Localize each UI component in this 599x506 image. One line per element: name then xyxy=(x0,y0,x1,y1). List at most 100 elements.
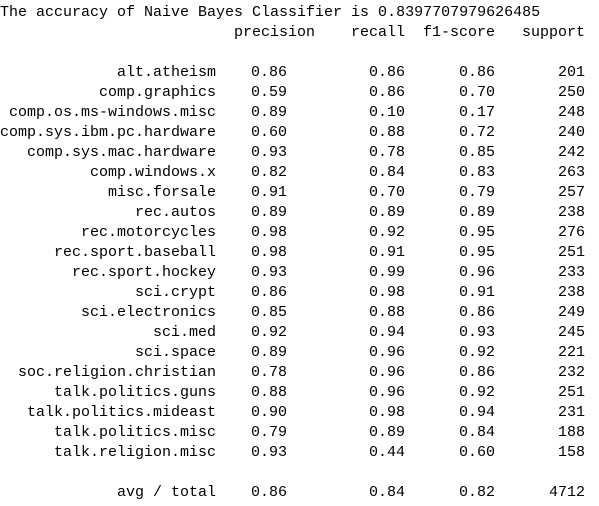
support: 221 xyxy=(558,344,585,361)
class-label: comp.graphics xyxy=(99,84,216,101)
f1-score: 0.60 xyxy=(459,444,495,461)
support: 231 xyxy=(558,404,585,421)
recall: 0.86 xyxy=(369,64,405,81)
class-label: talk.politics.guns xyxy=(54,384,216,401)
recall: 0.98 xyxy=(369,284,405,301)
recall: 0.96 xyxy=(369,344,405,361)
f1-score: 0.92 xyxy=(459,344,495,361)
class-label: soc.religion.christian xyxy=(18,364,216,381)
precision: 0.79 xyxy=(251,424,287,441)
precision: 0.89 xyxy=(251,104,287,121)
total-f1-score: 0.82 xyxy=(459,484,495,501)
precision: 0.86 xyxy=(251,64,287,81)
precision: 0.78 xyxy=(251,364,287,381)
support: 251 xyxy=(558,244,585,261)
precision: 0.93 xyxy=(251,144,287,161)
precision: 0.90 xyxy=(251,404,287,421)
precision: 0.88 xyxy=(251,384,287,401)
support: 233 xyxy=(558,264,585,281)
total-class-label: avg / total xyxy=(117,484,216,501)
recall: 0.96 xyxy=(369,364,405,381)
precision: 0.91 xyxy=(251,184,287,201)
f1-score: 0.70 xyxy=(459,84,495,101)
total-support: 4712 xyxy=(549,484,585,501)
support: 245 xyxy=(558,324,585,341)
recall: 0.89 xyxy=(369,424,405,441)
class-label: sci.electronics xyxy=(81,304,216,321)
recall: 0.88 xyxy=(369,304,405,321)
precision: 0.59 xyxy=(251,84,287,101)
support: 240 xyxy=(558,124,585,141)
class-label: talk.politics.mideast xyxy=(27,404,216,421)
support: 232 xyxy=(558,364,585,381)
recall: 0.96 xyxy=(369,384,405,401)
precision: 0.85 xyxy=(251,304,287,321)
class-label: comp.sys.ibm.pc.hardware xyxy=(0,124,216,141)
class-label: talk.politics.misc xyxy=(54,424,216,441)
f1-score: 0.89 xyxy=(459,204,495,221)
total-recall: 0.84 xyxy=(369,484,405,501)
support: 238 xyxy=(558,204,585,221)
recall: 0.94 xyxy=(369,324,405,341)
recall: 0.91 xyxy=(369,244,405,261)
total-precision: 0.86 xyxy=(251,484,287,501)
class-label: comp.windows.x xyxy=(90,164,216,181)
support: 263 xyxy=(558,164,585,181)
support: 248 xyxy=(558,104,585,121)
f1-score: 0.86 xyxy=(459,64,495,81)
precision: 0.82 xyxy=(251,164,287,181)
support: 158 xyxy=(558,444,585,461)
precision: 0.60 xyxy=(251,124,287,141)
recall: 0.99 xyxy=(369,264,405,281)
precision: 0.93 xyxy=(251,444,287,461)
class-label: rec.sport.baseball xyxy=(54,244,216,261)
f1-score: 0.95 xyxy=(459,244,495,261)
support: 249 xyxy=(558,304,585,321)
precision: 0.98 xyxy=(251,244,287,261)
class-label: comp.sys.mac.hardware xyxy=(27,144,216,161)
f1-score: 0.72 xyxy=(459,124,495,141)
class-label: comp.os.ms-windows.misc xyxy=(9,104,216,121)
f1-score: 0.94 xyxy=(459,404,495,421)
f1-score: 0.91 xyxy=(459,284,495,301)
precision: 0.93 xyxy=(251,264,287,281)
f1-score: 0.86 xyxy=(459,304,495,321)
precision: 0.98 xyxy=(251,224,287,241)
class-label: alt.atheism xyxy=(117,64,216,81)
column-header: support xyxy=(522,24,585,41)
f1-score: 0.96 xyxy=(459,264,495,281)
support: 250 xyxy=(558,84,585,101)
precision: 0.89 xyxy=(251,204,287,221)
recall: 0.92 xyxy=(369,224,405,241)
f1-score: 0.83 xyxy=(459,164,495,181)
class-label: rec.motorcycles xyxy=(81,224,216,241)
recall: 0.44 xyxy=(369,444,405,461)
accuracy-line: The accuracy of Naive Bayes Classifier i… xyxy=(0,4,540,21)
precision: 0.86 xyxy=(251,284,287,301)
recall: 0.70 xyxy=(369,184,405,201)
support: 238 xyxy=(558,284,585,301)
recall: 0.98 xyxy=(369,404,405,421)
class-label: rec.sport.hockey xyxy=(72,264,216,281)
column-header: precision xyxy=(234,24,315,41)
f1-score: 0.84 xyxy=(459,424,495,441)
support: 257 xyxy=(558,184,585,201)
recall: 0.78 xyxy=(369,144,405,161)
class-label: sci.crypt xyxy=(135,284,216,301)
recall: 0.84 xyxy=(369,164,405,181)
recall: 0.89 xyxy=(369,204,405,221)
class-label: sci.med xyxy=(153,324,216,341)
support: 201 xyxy=(558,64,585,81)
recall: 0.88 xyxy=(369,124,405,141)
f1-score: 0.85 xyxy=(459,144,495,161)
support: 276 xyxy=(558,224,585,241)
support: 251 xyxy=(558,384,585,401)
f1-score: 0.95 xyxy=(459,224,495,241)
column-header: f1-score xyxy=(423,24,495,41)
class-label: sci.space xyxy=(135,344,216,361)
class-label: talk.religion.misc xyxy=(54,444,216,461)
class-label: rec.autos xyxy=(135,204,216,221)
recall: 0.86 xyxy=(369,84,405,101)
f1-score: 0.92 xyxy=(459,384,495,401)
